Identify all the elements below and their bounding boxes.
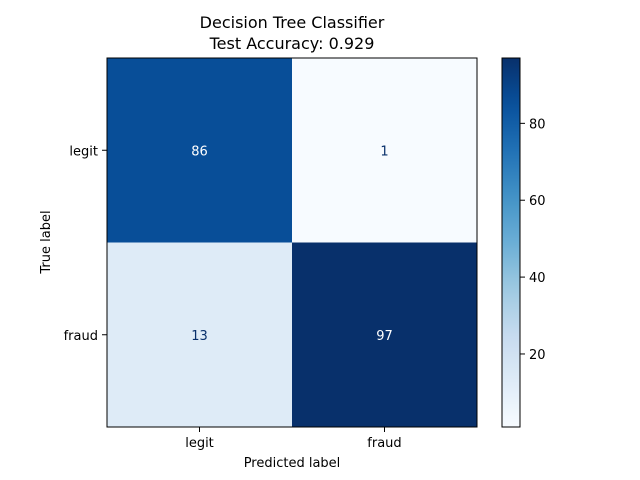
plot-frame — [106, 57, 478, 428]
cell-value-label: 86 — [191, 144, 208, 159]
matrix-cell — [292, 58, 477, 243]
colorbar — [501, 57, 521, 428]
colorbar-tick-label: 80 — [529, 117, 546, 132]
y-tick-label: legit — [69, 144, 98, 159]
y-axis-label: True label — [39, 210, 54, 274]
y-axis-ticks: legit fraud — [64, 144, 107, 344]
cell-value-label: 13 — [191, 329, 208, 344]
cell-value-label: 97 — [376, 329, 393, 344]
cell-value-label: 1 — [380, 144, 388, 159]
colorbar-tick-label: 20 — [529, 348, 546, 363]
colorbar-ticks: 20 40 60 80 — [520, 117, 546, 363]
colorbar-tick-label: 60 — [529, 194, 546, 209]
x-tick-label: fraud — [367, 436, 401, 451]
colorbar-tick-label: 40 — [529, 271, 546, 286]
x-tick-label: legit — [185, 436, 214, 451]
matrix-cell — [107, 58, 292, 243]
matrix-cell — [292, 242, 477, 427]
chart-title-line2: Test Accuracy: 0.929 — [209, 34, 375, 53]
x-axis-ticks: legit fraud — [185, 427, 402, 451]
y-tick-label: fraud — [64, 329, 98, 344]
matrix-cells: 86 1 13 97 — [107, 58, 477, 427]
x-axis-label: Predicted label — [244, 456, 341, 471]
chart-title-line1: Decision Tree Classifier — [200, 13, 385, 32]
matrix-cell — [107, 242, 292, 427]
